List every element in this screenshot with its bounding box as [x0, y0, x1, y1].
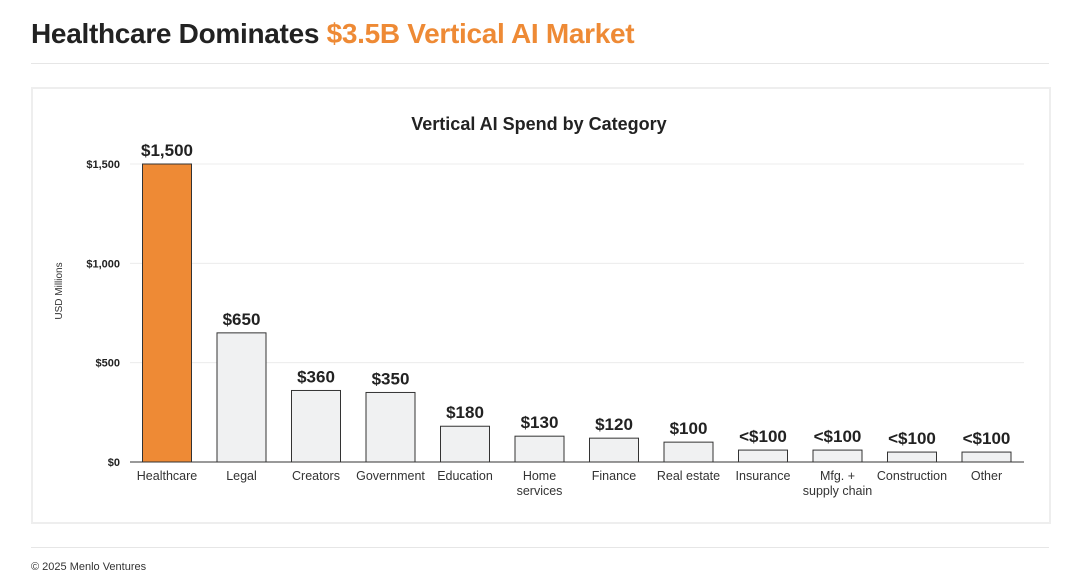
bar [440, 425, 490, 463]
value-label: <$100 [888, 429, 936, 448]
value-label: $130 [521, 413, 559, 432]
value-label: $180 [446, 403, 484, 422]
value-label: $120 [595, 415, 633, 434]
bar [663, 441, 714, 463]
bar [738, 449, 788, 463]
value-label: $360 [297, 367, 335, 386]
bar [887, 451, 937, 463]
category-label: Education [437, 469, 493, 483]
header-divider [31, 63, 1049, 64]
value-label: <$100 [739, 427, 787, 446]
value-labels: $1,500 $650 $360 $350 $180 $130 $120 $100 <$100 <… [141, 141, 1010, 448]
y-axis-title: USD Millions [54, 262, 65, 319]
value-label: $100 [670, 419, 708, 438]
value-label: <$100 [814, 427, 862, 446]
y-axis-ticks: $0 $500 $1,000 $1,500 [86, 159, 120, 469]
category-label: Healthcare [137, 469, 197, 483]
category-label: Other [971, 469, 1002, 483]
value-label: $1,500 [141, 141, 193, 160]
category-label: Creators [292, 469, 340, 483]
bar [291, 389, 341, 463]
value-label: <$100 [963, 429, 1011, 448]
category-label: Insurance [736, 469, 791, 483]
bar [589, 437, 639, 463]
value-label: $650 [223, 310, 261, 329]
category-label: Home services [517, 469, 563, 498]
bars [142, 163, 1012, 463]
bar [514, 435, 565, 463]
footer-copyright: © 2025 Menlo Ventures [31, 561, 147, 573]
category-labels: Healthcare Legal Creators Government Educati… [137, 469, 1002, 498]
y-tick-label: $0 [108, 457, 120, 469]
page-title: Healthcare Dominates $3.5B Vertical AI M… [31, 18, 635, 50]
bar [365, 391, 416, 463]
page-title-main: Healthcare Dominates [31, 18, 327, 49]
category-label: Construction [877, 469, 947, 483]
footer-divider [31, 547, 1049, 548]
bar [142, 163, 192, 463]
category-label: Mfg. + supply chain [803, 469, 873, 498]
y-tick-label: $1,000 [86, 258, 120, 270]
category-label: Finance [592, 469, 637, 483]
category-label: Real estate [657, 469, 720, 483]
value-label: $350 [372, 369, 410, 388]
gridlines [130, 163, 1024, 364]
bar [961, 451, 1012, 463]
bar [812, 449, 863, 463]
chart-title: Vertical AI Spend by Category [411, 114, 666, 134]
y-tick-label: $1,500 [86, 159, 120, 171]
category-label: Legal [226, 469, 257, 483]
y-tick-label: $500 [96, 358, 120, 370]
page-title-accent: $3.5B Vertical AI Market [326, 18, 635, 49]
bar [216, 332, 267, 463]
category-label: Government [356, 469, 425, 483]
